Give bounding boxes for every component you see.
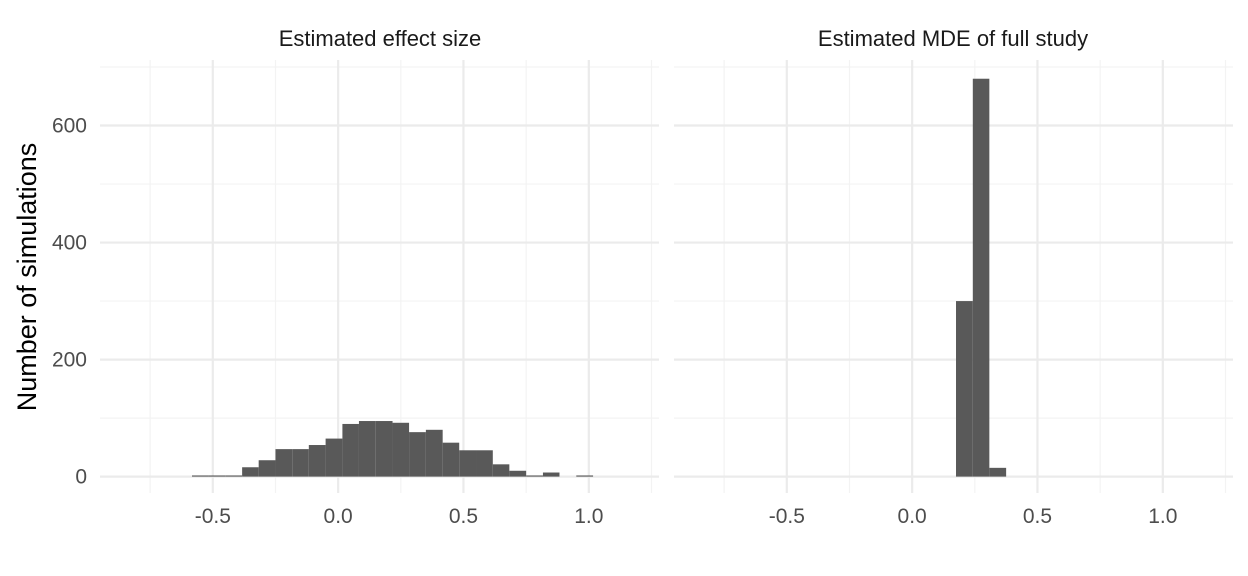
grid [100, 60, 659, 493]
histogram-bar [492, 464, 510, 477]
x-tick-label: -0.5 [195, 505, 231, 528]
histogram-bar [576, 475, 594, 477]
histogram-bar [375, 421, 393, 477]
histogram-bar [225, 475, 243, 477]
histogram-bar [358, 421, 376, 477]
histogram-bar [258, 460, 276, 477]
grid [674, 60, 1233, 493]
histogram-bar [208, 475, 226, 477]
y-tick-label: 600 [52, 115, 87, 138]
y-tick-label: 200 [52, 349, 87, 372]
bars [956, 78, 1007, 477]
histogram-bar [459, 450, 477, 477]
histogram-bar [442, 442, 460, 477]
y-tick-label: 400 [52, 232, 87, 255]
x-tick-label: 0.0 [324, 505, 353, 528]
histogram-bar [526, 475, 543, 477]
histogram-bar [342, 423, 359, 477]
panel-title-mde: Estimated MDE of full study [818, 26, 1088, 51]
x-tick-label: 1.0 [574, 505, 603, 528]
histogram-bar [409, 432, 426, 477]
histogram-bar [956, 301, 973, 477]
x-tick-label: 0.0 [898, 505, 927, 528]
x-axis-ticks: -0.5 0.0 0.5 1.0 [195, 505, 604, 528]
bars [191, 421, 594, 477]
histogram-bar [242, 467, 259, 477]
histogram-bar [972, 78, 990, 477]
panel-mde: Estimated MDE of full study -0.5 0.0 0.5 1.… [674, 26, 1233, 528]
x-axis-ticks: -0.5 0.0 0.5 1.0 [769, 505, 1178, 528]
histogram-bar [308, 445, 326, 477]
x-tick-label: 0.5 [1023, 505, 1052, 528]
x-tick-label: 0.5 [449, 505, 478, 528]
histogram-bar [989, 467, 1007, 477]
histogram-bar [392, 422, 410, 477]
histogram-bar [191, 475, 209, 477]
histogram-bar [425, 429, 443, 477]
histogram-bar [275, 449, 293, 477]
panel-title-effect-size: Estimated effect size [279, 26, 482, 51]
histogram-bar [292, 449, 309, 477]
y-axis-ticks: 0 200 400 600 [52, 115, 87, 489]
histogram-bar [325, 438, 343, 477]
y-tick-label: 0 [75, 466, 87, 489]
histogram-bar [542, 472, 560, 477]
panel-effect-size: Estimated effect size -0.5 0.0 0.5 1.0 [100, 26, 659, 528]
histogram-bar [476, 450, 493, 477]
x-tick-label: -0.5 [769, 505, 805, 528]
y-axis-label: Number of simulations [12, 143, 42, 412]
x-tick-label: 1.0 [1148, 505, 1177, 528]
histogram-bar [509, 470, 527, 477]
